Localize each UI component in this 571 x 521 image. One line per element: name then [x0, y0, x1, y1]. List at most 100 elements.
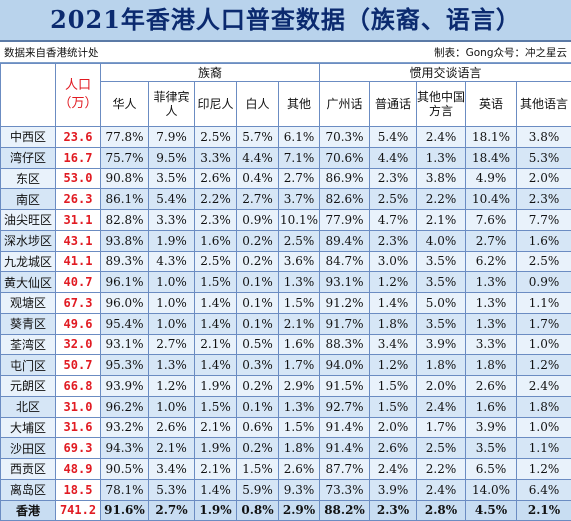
population-cell: 50.7 — [56, 355, 101, 376]
population-cell: 16.7 — [56, 147, 101, 168]
language-cell: 2.4% — [417, 127, 466, 148]
ethnicity-cell: 3.3% — [195, 147, 237, 168]
ethnicity-cell: 2.5% — [195, 127, 237, 148]
ethnicity-cell: 93.8% — [101, 230, 149, 251]
ethnicity-cell: 95.3% — [101, 355, 149, 376]
ethnicity-cell: 90.8% — [101, 168, 149, 189]
ethnicity-cell: 9.3% — [279, 479, 320, 500]
language-cell: 7.6% — [466, 210, 517, 231]
language-cell: 3.5% — [466, 438, 517, 459]
ethnicity-cell: 1.5% — [195, 396, 237, 417]
ethnicity-cell: 2.7% — [279, 168, 320, 189]
language-cell: 89.4% — [320, 230, 370, 251]
ethnicity-cell: 96.1% — [101, 272, 149, 293]
language-cell: 2.0% — [370, 417, 417, 438]
language-cell: 1.5% — [370, 376, 417, 397]
ethnicity-cell: 1.9% — [195, 500, 237, 521]
ethnicity-cell: 1.3% — [279, 396, 320, 417]
language-cell: 91.5% — [320, 376, 370, 397]
ethnicity-cell: 96.0% — [101, 293, 149, 314]
ethnicity-cell: 5.3% — [149, 479, 195, 500]
language-cell: 2.7% — [466, 230, 517, 251]
language-cell: 4.0% — [417, 230, 466, 251]
language-cell: 2.4% — [417, 479, 466, 500]
language-cell: 1.0% — [517, 417, 571, 438]
language-cell: 3.5% — [417, 251, 466, 272]
ethnicity-cell: 93.1% — [101, 334, 149, 355]
language-cell: 0.9% — [517, 272, 571, 293]
ethnicity-cell: 93.2% — [101, 417, 149, 438]
language-cell: 86.9% — [320, 168, 370, 189]
language-cell: 84.7% — [320, 251, 370, 272]
language-group-header: 惯用交谈语言 — [320, 64, 571, 82]
language-cell: 2.5% — [370, 189, 417, 210]
ethnicity-cell: 0.1% — [237, 313, 279, 334]
language-cell: 3.8% — [517, 127, 571, 148]
language-cell: 2.4% — [370, 459, 417, 480]
language-cell: 1.2% — [517, 355, 571, 376]
language-cell: 1.2% — [517, 459, 571, 480]
language-cell: 1.6% — [466, 396, 517, 417]
ethnicity-cell: 2.1% — [195, 417, 237, 438]
language-cell: 73.3% — [320, 479, 370, 500]
ethnicity-cell: 1.0% — [149, 313, 195, 334]
ethnicity-cell: 5.7% — [237, 127, 279, 148]
population-cell: 26.3 — [56, 189, 101, 210]
ethnicity-cell: 1.4% — [195, 479, 237, 500]
ethnicity-cell: 2.7% — [149, 500, 195, 521]
language-cell: 1.3% — [466, 293, 517, 314]
language-cell: 3.9% — [370, 479, 417, 500]
language-cell: 7.7% — [517, 210, 571, 231]
ethnicity-cell: 0.1% — [237, 396, 279, 417]
population-cell: 23.6 — [56, 127, 101, 148]
language-cell: 2.1% — [417, 210, 466, 231]
ethnicity-cell: 0.2% — [237, 376, 279, 397]
language-cell: 2.2% — [417, 189, 466, 210]
ethnicity-cell: 1.0% — [149, 293, 195, 314]
language-cell: 91.7% — [320, 313, 370, 334]
district-cell: 东区 — [1, 168, 56, 189]
language-cell: 88.2% — [320, 500, 370, 521]
ethnicity-cell: 5.4% — [149, 189, 195, 210]
language-cell: 1.8% — [466, 355, 517, 376]
ethnicity-cell: 2.7% — [237, 189, 279, 210]
district-header — [1, 64, 56, 127]
ethnicity-cell: 77.8% — [101, 127, 149, 148]
ethnicity-cell: 1.4% — [195, 293, 237, 314]
ethnicity-cell: 7.1% — [279, 147, 320, 168]
ethnicity-cell: 7.9% — [149, 127, 195, 148]
language-cell: 94.0% — [320, 355, 370, 376]
ethnicity-cell: 1.6% — [195, 230, 237, 251]
language-cell: 2.0% — [417, 376, 466, 397]
language-cell: 3.9% — [466, 417, 517, 438]
ethnicity-cell: 96.2% — [101, 396, 149, 417]
ethnicity-cell: 0.2% — [237, 251, 279, 272]
language-cell: 82.6% — [320, 189, 370, 210]
ethnicity-cell: 0.2% — [237, 230, 279, 251]
ethnicity-cell: 1.4% — [195, 355, 237, 376]
ethnicity-cell: 10.1% — [279, 210, 320, 231]
language-cell: 2.3% — [370, 168, 417, 189]
language-cell: 1.7% — [517, 313, 571, 334]
census-table: 人口（万） 族裔 惯用交谈语言 华人 菲律宾人 印尼人 白人 其他 广州话 普通… — [0, 63, 571, 521]
language-cell: 1.8% — [417, 355, 466, 376]
population-cell: 32.0 — [56, 334, 101, 355]
language-cell: 1.3% — [417, 147, 466, 168]
district-cell: 香港 — [1, 500, 56, 521]
language-cell: 2.3% — [370, 500, 417, 521]
language-cell: 1.7% — [417, 417, 466, 438]
ethnicity-cell: 2.6% — [195, 168, 237, 189]
language-cell: 1.5% — [370, 396, 417, 417]
language-cell: 1.0% — [517, 334, 571, 355]
population-header: 人口（万） — [56, 64, 101, 127]
language-cell: 77.9% — [320, 210, 370, 231]
language-cell: 1.3% — [466, 272, 517, 293]
language-cell: 1.1% — [517, 293, 571, 314]
